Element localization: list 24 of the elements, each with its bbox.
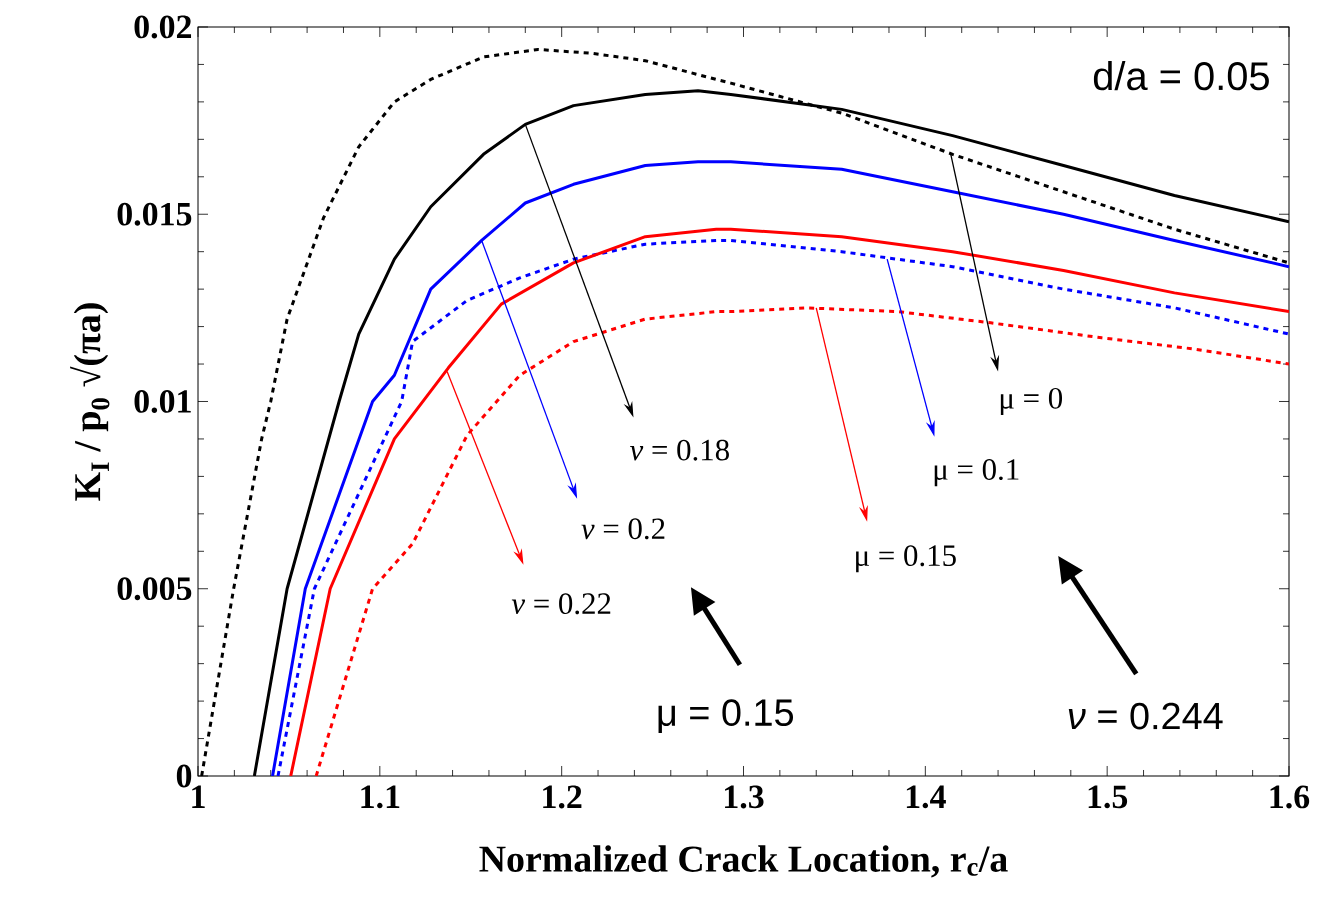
y-tick-label: 0.02 [134,15,192,39]
y-tick-label: 0 [176,764,192,788]
y-tick-label: 0.01 [134,389,191,413]
annotation: μ = 0.15 [658,699,794,733]
annotation: ν = 0.22 [511,593,611,615]
y-tick-label: 0.005 [117,577,192,601]
x-axis-title: Normalized Crack Location, r$_{c}$/a [479,845,1008,878]
annotation: ν = 0.2 [581,518,665,540]
line-series [314,306,1289,776]
x-tick-label: 1.5 [1088,785,1128,809]
annotation: μ = 0.15 [856,545,956,573]
annotation: ν = 0.244 [1068,702,1223,730]
x-tick-label: 1.6 [1270,785,1310,809]
x-tick-label: 1 [192,785,205,808]
annotation: μ = 0.1 [934,459,1019,487]
annotation: ν = 0.18 [629,439,729,461]
x-tick-label: 1.4 [906,785,946,809]
y-tick-label: 0.015 [117,202,192,226]
x-tick-label: 1.2 [543,785,582,809]
x-tick-label: 1.3 [725,785,764,809]
x-tick-label: 1.1 [361,785,400,809]
annotation: d/a = 0.05 [1093,61,1269,91]
annotation: μ = 0 [1000,387,1063,416]
y-axis-title: K$_{I}$ / p$_{0}$ √(πa) [70,303,110,501]
